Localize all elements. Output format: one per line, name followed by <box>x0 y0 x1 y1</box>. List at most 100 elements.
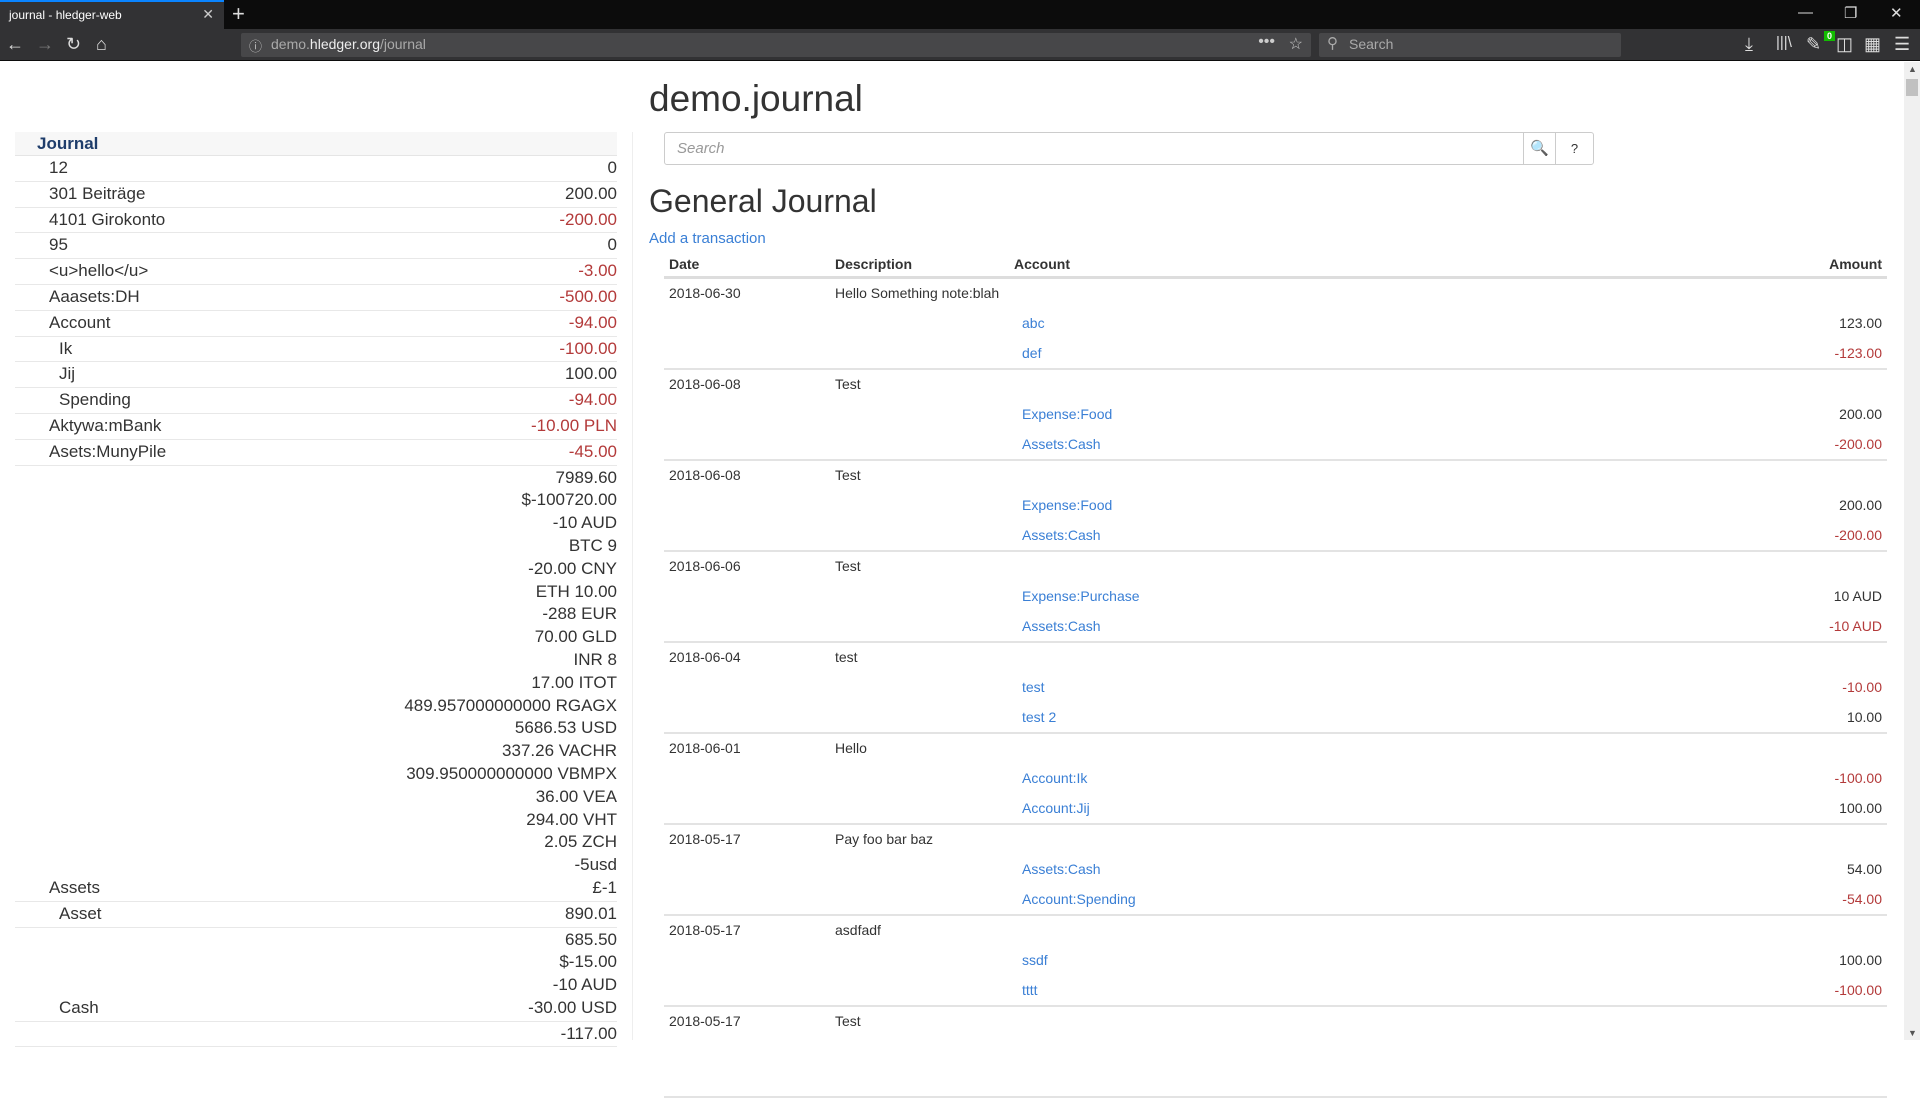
containers-icon[interactable]: ▦ <box>1864 34 1882 54</box>
sidebar-icon[interactable]: ◫ <box>1836 34 1854 54</box>
transaction-date: 2018-05-17 <box>669 1013 741 1029</box>
forward-icon[interactable]: → <box>36 34 54 54</box>
sidebar-account-link[interactable]: Ik <box>59 338 73 358</box>
transaction-date: 2018-06-08 <box>669 467 741 483</box>
posting-account-link[interactable]: test 2 <box>1022 709 1057 725</box>
balance-amount: 7989.60 <box>555 467 617 487</box>
sidebar-account-link[interactable]: Aktywa:mBank <box>49 415 162 435</box>
posting-amount: 123.00 <box>1839 315 1882 331</box>
sidebar-account-balance: 685.50 $-15.00 -10 AUD -30.00 USD <box>528 929 617 1020</box>
sidebar-account-row: -117.00 <box>15 1022 617 1048</box>
add-transaction-link[interactable]: Add a transaction <box>649 230 766 247</box>
posting-account-link[interactable]: Account:Jij <box>1022 800 1090 816</box>
transaction: 2018-05-17 Pay foo bar baz Assets:Cash 54.0… <box>664 825 1887 916</box>
transaction-date: 2018-05-17 <box>669 922 741 938</box>
info-icon[interactable]: ⓘ <box>249 39 263 54</box>
minimize-icon[interactable]: — <box>1798 4 1813 21</box>
sidebar-account-balance: 200.00 <box>565 183 617 206</box>
posting-account-link[interactable]: abc <box>1022 315 1045 331</box>
transaction-row: 2018-06-08 Test <box>664 461 1887 491</box>
balance-amount: -288 EUR <box>542 604 617 624</box>
sidebar-account-link[interactable]: Assets <box>49 877 101 897</box>
sidebar-account-balance: -94.00 <box>569 312 617 335</box>
posting-account-link[interactable]: Account:Ik <box>1022 770 1088 786</box>
posting-amount: -200.00 <box>1834 527 1882 543</box>
sidebar-account-balance: 100.00 <box>565 363 617 386</box>
posting-account-link[interactable]: Assets:Cash <box>1022 861 1101 877</box>
scroll-up-icon[interactable]: ▲ <box>1908 64 1917 74</box>
back-icon[interactable]: ← <box>6 34 24 54</box>
posting-account-link[interactable]: Expense:Food <box>1022 406 1113 422</box>
new-tab-icon[interactable]: + <box>232 1 245 26</box>
bookmark-star-icon[interactable]: ☆ <box>1288 36 1303 53</box>
search-button[interactable]: 🔍 <box>1523 132 1556 165</box>
close-tab-icon[interactable]: ✕ <box>202 6 214 22</box>
scroll-thumb[interactable] <box>1906 79 1918 96</box>
sidebar-account-link[interactable]: Aaasets:DH <box>49 286 140 306</box>
sidebar-account-link[interactable]: Cash <box>59 997 99 1017</box>
sidebar-account-link[interactable]: 301 Beiträge <box>49 183 146 203</box>
balance-amount: -94.00 <box>568 390 617 410</box>
sidebar-account-link[interactable]: Asets:MunyPile <box>49 441 167 461</box>
sidebar-account-row: Cash 685.50 $-15.00 -10 AUD -30.00 USD <box>15 928 617 1022</box>
home-icon[interactable]: ⌂ <box>96 34 107 54</box>
page-actions-icon[interactable]: ••• <box>1258 33 1275 50</box>
posting-account-link[interactable]: def <box>1022 345 1042 361</box>
scroll-down-icon[interactable]: ▼ <box>1908 1028 1917 1038</box>
transaction-row: 2018-06-04 test <box>664 643 1887 673</box>
posting-account-link[interactable]: tttt <box>1022 982 1038 998</box>
balance-amount: 309.950000000000 VBMPX <box>406 763 617 783</box>
posting-account-link[interactable]: Assets:Cash <box>1022 618 1101 634</box>
library-icon[interactable]: |||\ <box>1776 34 1792 51</box>
sidebar-account-balance: -117.00 <box>561 1023 617 1046</box>
sidebar-account-link[interactable]: Spending <box>59 390 131 410</box>
posting-amount: -123.00 <box>1834 345 1882 361</box>
sidebar-account-link[interactable]: 12 <box>49 158 68 177</box>
extension-icon[interactable]: ✎ <box>1806 34 1822 54</box>
posting-account-link[interactable]: Expense:Purchase <box>1022 588 1140 604</box>
posting-amount: -100.00 <box>1834 770 1882 786</box>
sidebar-account-balance: -200.00 <box>559 209 617 232</box>
transaction-description: Hello Something note:blah <box>835 285 1000 301</box>
sidebar-account-link[interactable]: Account <box>49 312 111 332</box>
browser-tab[interactable]: journal - hledger-web ✕ <box>0 0 224 29</box>
journal-table: Date Description Account Amount 2018-06-… <box>664 250 1887 1098</box>
posting-row: Expense:Food 200.00 <box>664 491 1887 521</box>
sidebar-account-link[interactable]: Asset <box>59 903 102 923</box>
help-button[interactable]: ? <box>1555 132 1594 165</box>
sidebar-journal-link[interactable]: Journal <box>15 132 617 156</box>
table-header: Date Description Account Amount <box>664 250 1887 279</box>
transaction: 2018-06-30 Hello Something note:blah abc 12… <box>664 279 1887 370</box>
browser-search-field[interactable]: ⚲ Search <box>1319 33 1621 57</box>
window-close-icon[interactable]: ✕ <box>1890 5 1903 22</box>
scrollbar[interactable]: ▲ ▼ <box>1904 62 1920 1040</box>
sidebar-account-link[interactable]: 95 <box>49 235 68 255</box>
posting-account-link[interactable]: Assets:Cash <box>1022 436 1101 452</box>
restore-icon[interactable]: ❐ <box>1844 5 1858 22</box>
posting-account-link[interactable]: test <box>1022 679 1045 695</box>
menu-icon[interactable]: ☰ <box>1894 34 1911 54</box>
sidebar-account-link[interactable]: <u>hello</u> <box>49 261 149 281</box>
sidebar-account-row: 301 Beiträge 200.00 <box>15 182 617 208</box>
url-host: hledger.org <box>309 36 380 52</box>
balance-amount: 5686.53 USD <box>514 718 617 738</box>
sidebar-account-balance: 0 <box>608 157 617 180</box>
download-icon[interactable]: ⤓ <box>1745 34 1753 54</box>
reload-icon[interactable]: ↻ <box>66 34 82 54</box>
search-input[interactable] <box>664 132 1524 165</box>
posting-account-link[interactable]: Account:Spending <box>1022 891 1136 907</box>
sidebar-account-balance: 7989.60 $-100720.00 -10 AUD BTC 9 -20.00 CNY… <box>404 467 617 900</box>
posting-account-link[interactable]: Assets:Cash <box>1022 527 1101 543</box>
transaction-date: 2018-06-08 <box>669 376 741 392</box>
posting-account-link[interactable]: Expense:Food <box>1022 497 1113 513</box>
posting-row: abc 123.00 <box>664 309 1887 339</box>
posting-amount: 200.00 <box>1839 406 1882 422</box>
posting-amount: -100.00 <box>1834 982 1882 998</box>
posting-account-link[interactable]: ssdf <box>1022 952 1048 968</box>
sidebar-account-link[interactable]: Jij <box>59 364 76 384</box>
balance-amount: -5usd <box>574 855 617 875</box>
sidebar-account-link[interactable]: 4101 Girokonto <box>49 209 166 229</box>
url-bar[interactable]: ⓘ demo.hledger.org/journal ••• ☆ <box>241 33 1311 57</box>
sidebar-account-balance: 0 <box>608 234 617 257</box>
sidebar-account-row: Account -94.00 <box>15 311 617 337</box>
